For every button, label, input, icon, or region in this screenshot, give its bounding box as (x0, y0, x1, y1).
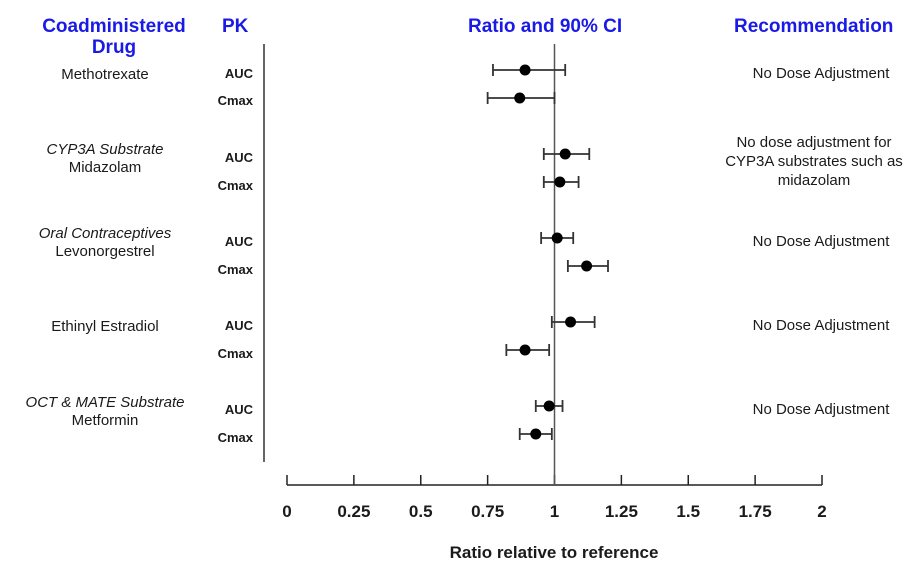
ratio-point (520, 65, 531, 76)
x-tick-label: 0.5 (409, 502, 433, 521)
x-tick-label: 0 (282, 502, 291, 521)
ratio-point (554, 177, 565, 188)
x-axis-title: Ratio relative to reference (450, 543, 659, 562)
x-tick-label: 2 (817, 502, 826, 521)
ratio-point (530, 429, 541, 440)
x-tick-label: 1 (550, 502, 559, 521)
x-tick-label: 0.75 (471, 502, 504, 521)
ratio-point (544, 401, 555, 412)
x-tick-label: 0.25 (337, 502, 370, 521)
x-tick-label: 1.75 (739, 502, 772, 521)
ratio-point (520, 345, 531, 356)
ratio-point (565, 317, 576, 328)
ratio-point (581, 261, 592, 272)
x-tick-label: 1.25 (605, 502, 638, 521)
x-tick-label: 1.5 (676, 502, 700, 521)
ratio-point (514, 93, 525, 104)
ratio-point (552, 233, 563, 244)
data-marks (488, 44, 608, 485)
ratio-point (560, 149, 571, 160)
